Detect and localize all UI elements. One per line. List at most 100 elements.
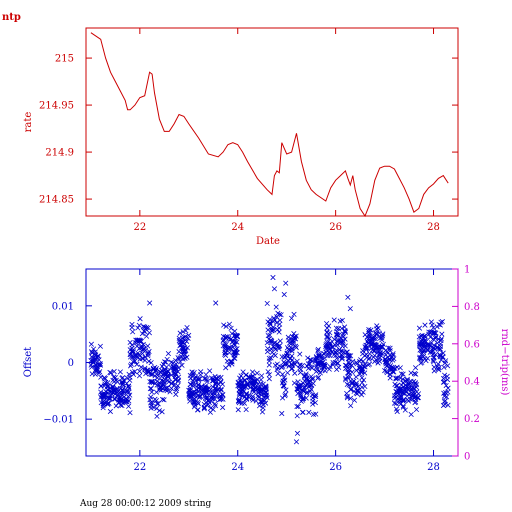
offset-point xyxy=(180,329,186,335)
offset-point xyxy=(344,395,350,401)
offset-point xyxy=(320,359,326,366)
offset-point xyxy=(263,394,269,400)
offset-point xyxy=(241,394,248,400)
offset-point xyxy=(188,375,194,381)
offset-point xyxy=(289,363,295,369)
offset-point xyxy=(100,405,106,411)
offset-point xyxy=(175,369,181,375)
offset-point xyxy=(258,381,264,387)
offset-point xyxy=(156,408,163,414)
offset-point xyxy=(110,385,116,391)
offset-point xyxy=(114,379,120,385)
offset-point xyxy=(186,332,192,338)
offset-point xyxy=(356,389,362,396)
offset-y-axis-label: Offset xyxy=(23,347,34,377)
offset-point xyxy=(195,382,201,388)
offset-point xyxy=(234,350,240,356)
offset-point xyxy=(146,348,152,355)
offset-point xyxy=(109,389,115,395)
offset-point xyxy=(271,286,278,292)
offset-point xyxy=(165,373,171,379)
offset-point xyxy=(333,325,339,331)
offset-point xyxy=(180,351,186,358)
offset-point xyxy=(398,371,404,377)
offset-point xyxy=(327,353,333,359)
offset-point xyxy=(297,362,303,368)
footer-timestamp: Aug 28 00:00:12 2009 string xyxy=(80,499,212,509)
offset-point xyxy=(111,368,117,375)
offset-point xyxy=(346,382,352,388)
offset-x-ticks: 22 24 26 28 xyxy=(133,269,440,473)
offset-point xyxy=(154,378,160,384)
offset-point xyxy=(272,362,278,368)
offset-point xyxy=(90,346,97,352)
offset-point xyxy=(158,385,164,391)
offset-point xyxy=(406,386,412,392)
offset-point xyxy=(295,403,301,410)
offset-point xyxy=(151,404,157,411)
offset-point xyxy=(140,355,146,361)
offset-point xyxy=(274,314,280,320)
offset-point xyxy=(291,311,297,317)
offset-point xyxy=(397,386,403,392)
offset-point xyxy=(304,389,310,395)
offset-point xyxy=(105,382,111,389)
offset-point xyxy=(393,376,399,382)
offset-point xyxy=(340,338,346,344)
offset-point xyxy=(250,380,256,386)
offset-point xyxy=(398,392,404,398)
rate-y-tick-label: 214.85 xyxy=(39,195,74,206)
offset-point xyxy=(363,342,369,349)
offset-point xyxy=(267,321,273,327)
offset-point xyxy=(429,322,435,328)
offset-point xyxy=(93,368,99,374)
offset-point xyxy=(170,379,176,385)
offset-point xyxy=(353,359,359,366)
offset-point xyxy=(188,381,194,387)
offset-point xyxy=(420,339,426,346)
offset-point xyxy=(184,324,190,331)
offset-point xyxy=(231,341,237,347)
offset-point xyxy=(295,390,301,397)
offset-point xyxy=(127,410,133,416)
rate-y-tick-label: 214.9 xyxy=(45,148,74,159)
offset-point xyxy=(283,280,289,286)
offset-point xyxy=(383,352,389,358)
offset-point xyxy=(307,361,313,367)
offset-point xyxy=(373,344,379,350)
offset-point xyxy=(139,331,145,337)
offset-point xyxy=(413,371,419,377)
offset-point xyxy=(120,375,126,381)
offset-point xyxy=(240,387,246,393)
rnd-trip-tick-label: 0.2 xyxy=(464,414,480,425)
offset-point xyxy=(243,406,249,413)
offset-point xyxy=(285,334,291,340)
offset-point xyxy=(441,364,447,370)
offset-point xyxy=(163,385,170,391)
offset-point xyxy=(279,371,286,377)
offset-point xyxy=(377,352,383,358)
offset-point xyxy=(145,343,151,349)
offset-point xyxy=(405,398,412,404)
offset-chart: 22 24 26 28 −0.01 0 0.01 0 0.2 0.4 0.6 0.8 1 Offse… xyxy=(23,265,510,474)
offset-point xyxy=(97,343,103,349)
offset-point xyxy=(274,341,280,347)
offset-point xyxy=(358,357,364,363)
offset-point xyxy=(276,325,282,331)
offset-point xyxy=(89,364,95,370)
offset-point xyxy=(97,361,103,367)
offset-point xyxy=(318,354,325,360)
offset-point xyxy=(226,350,233,356)
offset-point xyxy=(441,379,447,385)
offset-point xyxy=(422,322,428,328)
offset-point xyxy=(343,375,349,381)
offset-point xyxy=(251,383,257,389)
offset-point xyxy=(292,361,298,367)
offset-point xyxy=(266,362,272,368)
offset-point xyxy=(186,392,192,398)
offset-point xyxy=(271,351,277,357)
offset-point xyxy=(271,315,277,321)
rnd-trip-ticks: 0 0.2 0.4 0.6 0.8 1 xyxy=(452,265,480,463)
offset-point xyxy=(249,369,256,375)
offset-point xyxy=(115,388,121,394)
